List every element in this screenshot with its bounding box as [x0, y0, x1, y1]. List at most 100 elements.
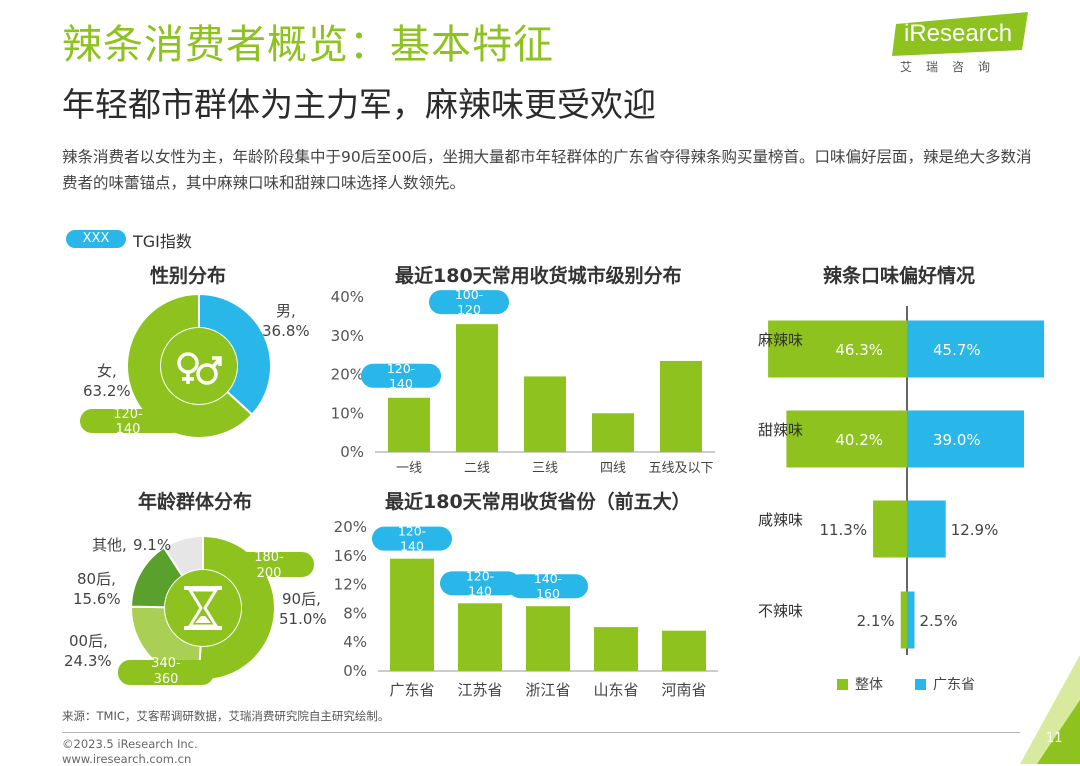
province-tgi-text: 140-: [534, 571, 562, 586]
flavor-value-guangdong: 2.5%: [920, 612, 958, 630]
age-00-tgi-line1: 340-: [151, 656, 181, 671]
city-bar-chart: 0% 10% 20% 30% 40% 一线 120-140 二线 100-120 三线 四线 五线及以…: [331, 287, 715, 476]
province-category-label: 江苏省: [457, 681, 502, 699]
city-tgi-text: 140: [389, 376, 413, 391]
city-tgi-pill: [429, 290, 509, 315]
province-tgi-text: 120-: [466, 568, 494, 583]
flavor-bar-guangdong: [907, 500, 946, 558]
age-center: [165, 570, 241, 646]
province-category-label: 河南省: [661, 681, 706, 699]
province-ytick: 4%: [343, 633, 367, 651]
province-bar-chart: 0%4%8%12%16%20%广东省120-140江苏省120-140浙江省14…: [334, 518, 718, 699]
flavor-bar-overall: [768, 320, 907, 378]
city-bar: [388, 397, 430, 452]
city-bar: [456, 324, 498, 452]
flavor-value-guangdong: 39.0%: [933, 431, 981, 449]
province-bar: [662, 630, 706, 671]
province-ytick: 16%: [334, 547, 367, 565]
flavor-category-label: 麻辣味: [758, 331, 803, 349]
city-bar: [592, 413, 634, 452]
province-ytick: 8%: [343, 604, 367, 622]
city-ytick: 30%: [331, 327, 364, 345]
province-bar: [526, 606, 570, 671]
province-ytick: 0%: [343, 662, 367, 680]
city-ytick: 0%: [340, 443, 364, 461]
flavor-category-label: 甜辣味: [758, 421, 803, 439]
logo-cn-text: 艾瑞咨询: [900, 60, 1005, 74]
flavor-value-overall: 46.3%: [835, 341, 883, 359]
flavor-value-overall: 2.1%: [857, 612, 895, 630]
flavor-value-overall: 40.2%: [835, 431, 883, 449]
age-00-tgi-line2: 360: [154, 672, 179, 687]
city-tgi-text: 120-: [387, 361, 415, 376]
legend-overall-swatch: [837, 679, 848, 690]
province-category-label: 浙江省: [525, 681, 570, 699]
province-tgi-text: 140: [400, 539, 424, 554]
province-category-label: 山东省: [593, 681, 638, 699]
footer-divider: [62, 732, 1020, 733]
city-bar: [660, 360, 702, 452]
tgi-legend-pill: XXX: [66, 230, 126, 248]
corner-decoration: [1037, 700, 1080, 764]
legend-guangdong-swatch: [915, 679, 926, 690]
website-text: www.iresearch.com.cn: [62, 752, 192, 766]
iresearch-logo: [892, 12, 1028, 56]
gender-tgi-line2: 140: [116, 422, 141, 437]
age-90-label: 90后,: [282, 590, 321, 608]
age-other-value: 9.1%: [133, 536, 171, 554]
page-number: 11: [1046, 731, 1063, 746]
gender-donut-chart: [126, 292, 272, 439]
summary-text: 辣条消费者以女性为主，年龄阶段集中于90后至00后，坐拥大量都市年轻群体的广东省…: [62, 148, 1032, 192]
city-category-label: 三线: [532, 461, 558, 476]
province-bar: [594, 627, 638, 671]
legend-guangdong-label: 广东省: [933, 677, 975, 693]
city-category-label: 一线: [396, 461, 422, 476]
gender-tgi-line1: 120-: [113, 407, 143, 422]
province-tgi-pill: [440, 571, 520, 596]
flavor-value-guangdong: 12.9%: [951, 521, 999, 539]
city-category-label: 五线及以下: [648, 461, 713, 476]
tgi-legend-label: TGI指数: [133, 232, 192, 251]
city-category-label: 四线: [600, 461, 626, 476]
province-category-label: 广东省: [389, 681, 434, 699]
flavor-bar-guangdong: [907, 410, 1024, 468]
gender-female-value: 63.2%: [83, 382, 131, 400]
gender-male-value: 36.8%: [262, 322, 310, 340]
city-chart-title: 最近180天常用收货城市级别分布: [395, 265, 682, 287]
flavor-bar-overall: [900, 591, 907, 649]
age-00-tgi-pill: [118, 660, 214, 685]
source-note: 来源：TMIC，艾客帮调研数据，艾瑞消费研究院自主研究绘制。: [62, 709, 390, 723]
gender-chart-title: 性别分布: [150, 265, 227, 287]
city-ytick: 40%: [331, 288, 364, 306]
age-80-value: 15.6%: [73, 590, 121, 608]
province-ytick: 12%: [334, 576, 367, 594]
flavor-value-guangdong: 45.7%: [933, 341, 981, 359]
city-category-label: 二线: [464, 461, 490, 476]
age-90-value: 51.0%: [279, 610, 327, 628]
age-00-label: 00后,: [69, 632, 108, 650]
logo-text: iResearch: [904, 20, 1013, 47]
flavor-butterfly-chart: 麻辣味 46.3% 45.7% 甜辣味 40.2% 39.0% 咸辣味 11.3% 12.9% 不…: [758, 306, 1045, 655]
city-tgi-text: 120: [457, 302, 481, 317]
city-tgi-text: 100-: [455, 287, 483, 302]
legend-overall-label: 整体: [855, 677, 883, 693]
city-ytick: 20%: [331, 366, 364, 384]
province-tgi-pill: [372, 526, 452, 551]
age-chart-title: 年龄群体分布: [138, 491, 253, 513]
gender-center: [161, 328, 237, 404]
province-tgi-text: 120-: [398, 524, 426, 539]
flavor-bar-guangdong: [907, 591, 915, 649]
province-ytick: 20%: [334, 518, 367, 536]
age-80-label: 80后,: [77, 570, 116, 588]
age-00-value: 24.3%: [64, 652, 112, 670]
province-tgi-text: 140: [468, 583, 492, 598]
page-title: 辣条消费者概览：基本特征: [62, 22, 554, 68]
gender-tgi-pill: [80, 409, 184, 433]
flavor-bar-guangdong: [907, 320, 1045, 378]
province-chart-title: 最近180天常用收货省份（前五大）: [385, 491, 691, 513]
province-tgi-text: 160: [536, 586, 560, 601]
age-90-tgi-line1: 180-: [254, 550, 284, 565]
age-90-tgi-line2: 200: [257, 566, 282, 581]
flavor-bar-overall: [873, 500, 907, 558]
